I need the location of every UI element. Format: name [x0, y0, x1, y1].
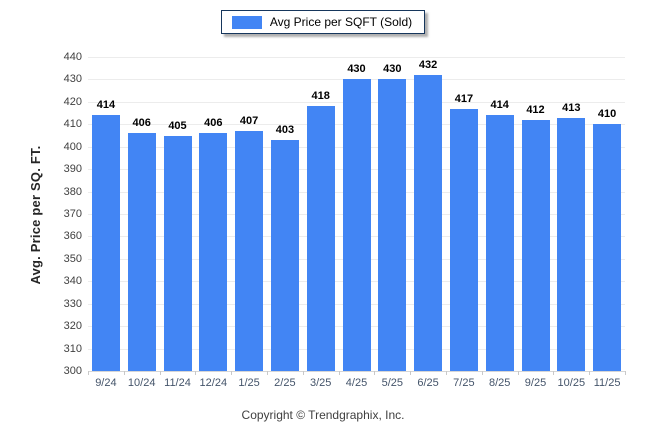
x-tick-label: 11/25	[593, 377, 621, 389]
bar-value-label: 430	[383, 63, 402, 76]
y-tick-label: 310	[63, 342, 82, 355]
bar-value-label: 414	[96, 99, 116, 112]
bar	[306, 106, 335, 371]
bar	[91, 115, 120, 371]
axis-tick	[88, 371, 89, 375]
bar	[449, 108, 478, 371]
x-tick-label: 6/25	[417, 377, 439, 389]
axis-tick	[625, 371, 626, 375]
x-tick-label: 9/25	[524, 377, 547, 389]
bar-value-label: 406	[204, 117, 223, 130]
axis-tick	[374, 371, 376, 375]
bar	[593, 124, 622, 371]
legend: Avg Price per SQFT (Sold)	[0, 10, 646, 34]
x-tick-label: 12/24	[199, 377, 228, 389]
x-tick-label: 5/25	[381, 377, 403, 389]
axis-tick	[338, 371, 340, 375]
y-tick-label: 340	[63, 275, 82, 288]
axis-tick	[159, 371, 161, 375]
bar-value-label: 430	[347, 63, 366, 76]
x-tick-label: 10/25	[557, 377, 586, 389]
bar	[557, 117, 586, 371]
axis-tick	[267, 371, 268, 375]
x-tick-label: 7/25	[453, 377, 475, 389]
x-tick-label: 8/25	[488, 377, 511, 389]
y-tick-label: 320	[63, 320, 82, 333]
x-tick-label: 2/25	[274, 377, 296, 389]
bar-value-label: 432	[418, 58, 438, 71]
bar-value-label: 407	[239, 115, 259, 128]
axis-tick	[553, 371, 555, 375]
y-tick-label: 380	[63, 185, 82, 198]
y-tick-label: 360	[63, 230, 82, 243]
bar-value-label: 406	[132, 117, 151, 130]
bar-value-label: 417	[454, 92, 474, 105]
x-axis-labels: 9/24 10/24 11/24 12/24 1/25 2/25 3/25 4/25 5/25 6…	[88, 377, 625, 393]
axis-tick	[410, 371, 412, 375]
y-axis-labels: 300 310 320 330 340 350 360 370 380 390 400 410 420 4…	[40, 51, 82, 377]
bar	[163, 135, 192, 371]
axis-tick	[517, 371, 519, 375]
y-tick-label: 350	[63, 252, 82, 265]
x-tick-label: 9/24	[95, 377, 117, 389]
bar	[485, 115, 514, 371]
y-tick-label: 390	[63, 163, 82, 176]
axis-tick	[302, 371, 304, 375]
bar	[127, 133, 156, 371]
copyright-text: Copyright © Trendgraphix, Inc.	[241, 408, 405, 422]
x-tick-label: 10/24	[127, 377, 156, 389]
axis-tick	[589, 371, 591, 375]
y-tick-label: 440	[63, 51, 82, 63]
bar-value-label: 405	[168, 119, 187, 132]
bar	[378, 79, 407, 371]
bar	[414, 74, 443, 371]
bar-value-label: 413	[562, 101, 581, 114]
x-tick-label: 3/25	[309, 377, 332, 389]
x-tick-label: 11/24	[164, 377, 191, 389]
y-tick-label: 330	[63, 297, 82, 310]
axis-tick	[231, 371, 233, 375]
legend-swatch	[231, 15, 262, 29]
y-tick-label: 300	[63, 365, 82, 377]
axis-tick	[123, 371, 125, 375]
bar	[521, 119, 550, 371]
y-tick-label: 430	[63, 73, 82, 86]
bar-value-label: 418	[311, 90, 330, 103]
bar	[235, 131, 264, 371]
bar	[342, 79, 371, 371]
axis-tick	[446, 371, 447, 375]
bar-value-label: 414	[490, 99, 509, 112]
legend-box: Avg Price per SQFT (Sold)	[220, 10, 426, 34]
legend-label: Avg Price per SQFT (Sold)	[269, 15, 413, 29]
axis-tick	[195, 371, 197, 375]
bar	[270, 140, 299, 371]
bar	[199, 133, 228, 371]
bar-value-label: 403	[275, 124, 295, 136]
y-tick-label: 420	[63, 95, 82, 108]
x-tick-label: 4/25	[345, 377, 368, 389]
y-tick-label: 370	[63, 208, 82, 220]
y-tick-label: 410	[63, 118, 82, 131]
plot-area: 414 406 405 406 407 403 418 430 430 432 417 414 412 4…	[88, 57, 626, 375]
y-tick-label: 400	[63, 140, 82, 153]
bar-value-label: 410	[597, 108, 617, 121]
bar-value-label: 412	[526, 103, 545, 116]
axis-tick	[481, 371, 483, 375]
gridline	[88, 57, 625, 58]
x-tick-label: 1/25	[238, 377, 260, 389]
